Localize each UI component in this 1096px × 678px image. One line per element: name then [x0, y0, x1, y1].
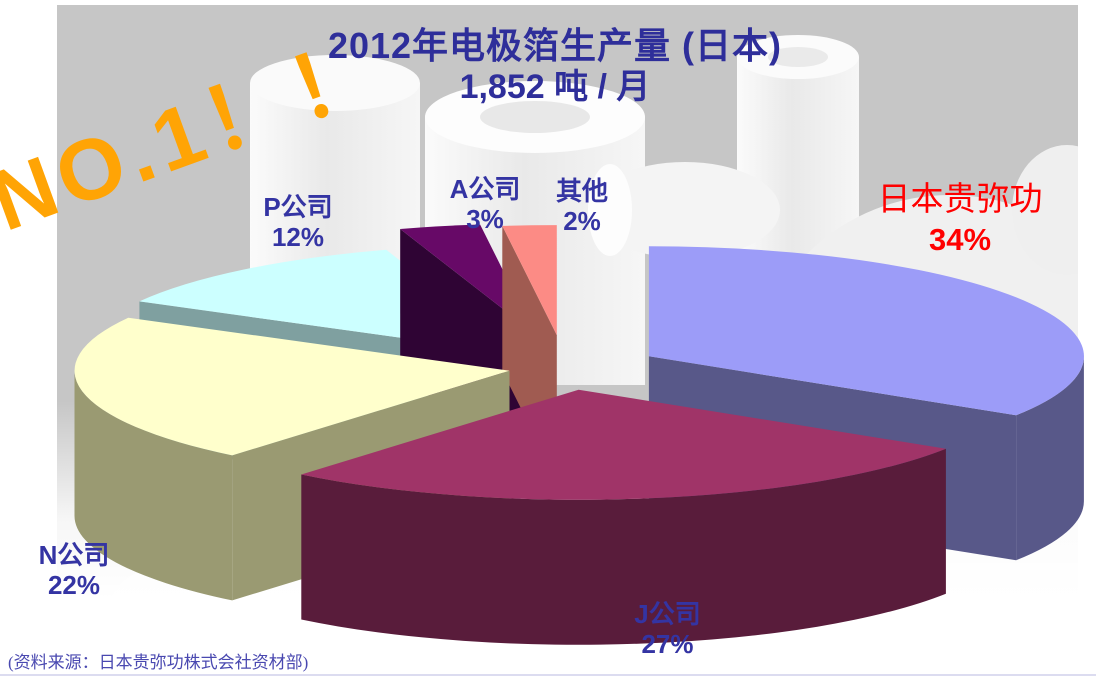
label-nippon-chemicon-name: 日本贵弥功 — [877, 182, 1043, 218]
label-company-n: N公司 22% — [4, 540, 144, 601]
label-company-a-name: A公司 — [449, 174, 521, 204]
chart-title-line2: 1,852 吨 / 月 — [459, 68, 651, 107]
slice-2-top — [74, 317, 510, 456]
label-company-p: P公司 12% — [228, 192, 368, 253]
label-company-j-name: J公司 — [634, 599, 701, 629]
slice-2-side-arc — [74, 370, 233, 601]
label-others: 其他 2% — [512, 176, 652, 237]
label-nippon-chemicon-pct: 34% — [928, 221, 992, 257]
slice-0-side-arc — [1016, 356, 1084, 561]
label-others-name: 其他 — [555, 176, 608, 206]
slice-5-top — [502, 225, 557, 336]
label-company-j-pct: 27% — [641, 628, 694, 659]
bottom-rule — [0, 674, 1096, 676]
slice-0-top — [648, 246, 1084, 416]
chart-title: 2012年电极箔生产量 (日本) 1,852 吨 / 月 — [0, 24, 1096, 108]
label-company-j: J公司 27% — [595, 599, 740, 660]
label-company-a: A公司 3% — [415, 174, 555, 235]
label-others-pct: 2% — [563, 205, 601, 236]
label-company-n-pct: 22% — [47, 569, 101, 600]
label-company-p-name: P公司 — [263, 192, 333, 222]
slice-1-side-arc — [301, 448, 946, 645]
slice-1-top — [301, 389, 946, 500]
label-company-n-name: N公司 — [38, 540, 110, 570]
label-nippon-chemicon: 日本贵弥功 34% — [810, 182, 1096, 258]
chart-title-line1: 2012年电极箔生产量 (日本) — [327, 25, 783, 66]
source-note: (资料来源：日本贵弥功株式会社资材部) — [8, 653, 309, 672]
label-company-p-pct: 12% — [271, 221, 325, 252]
slice-4-top — [400, 224, 535, 334]
label-company-a-pct: 3% — [466, 203, 504, 234]
